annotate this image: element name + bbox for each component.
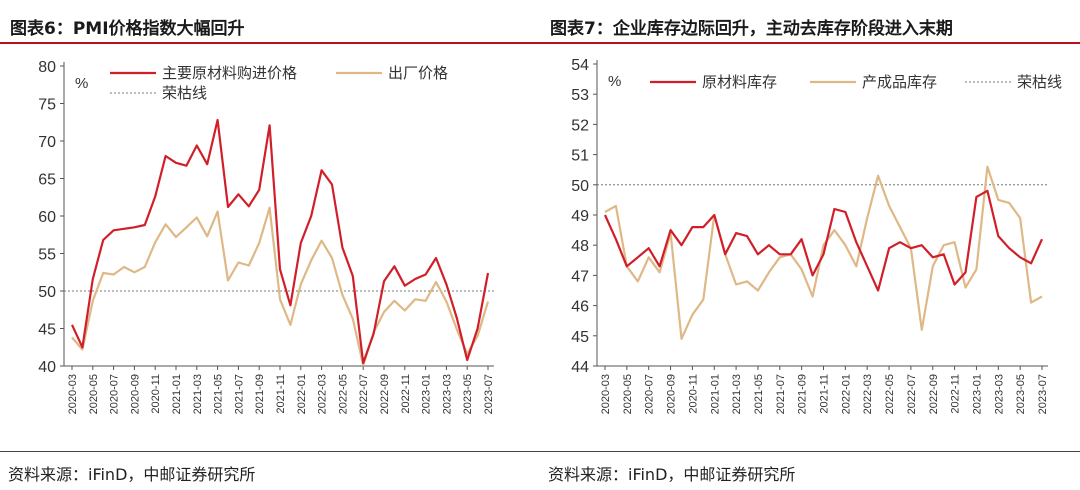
x-tick-label: 2022-07 bbox=[358, 374, 370, 414]
x-tick-label: 2021-01 bbox=[709, 374, 721, 414]
x-tick-label: 2022-01 bbox=[296, 374, 308, 414]
x-tick-label: 2022-01 bbox=[840, 374, 852, 414]
y-tick-label: 80 bbox=[38, 59, 56, 76]
legend-label: 出厂价格 bbox=[388, 65, 448, 82]
unit-label: % bbox=[608, 73, 621, 90]
pmi-price-chart: 40 45 50 55 60 65 70 75 80% 2020-03 2020-05 2020-07… bbox=[38, 59, 495, 414]
y-tick-label: 47 bbox=[571, 268, 589, 285]
x-tick-label: 2021-07 bbox=[775, 374, 787, 414]
x-tick-label: 2021-03 bbox=[731, 374, 743, 414]
x-tick-label: 2023-07 bbox=[1037, 374, 1049, 414]
y-tick-label: 51 bbox=[571, 148, 589, 165]
x-tick-label: 2020-09 bbox=[666, 374, 678, 414]
chart-title-left: 图表6：PMI价格指数大幅回升 bbox=[10, 19, 245, 39]
x-tick-label: 2022-05 bbox=[337, 374, 349, 414]
x-tick-label: 2021-03 bbox=[192, 374, 204, 414]
x-tick-label: 2023-05 bbox=[1015, 374, 1027, 414]
series-line-0 bbox=[71, 118, 490, 365]
unit-label: % bbox=[75, 75, 88, 92]
x-tick-label: 2020-03 bbox=[67, 374, 79, 414]
y-tick-label: 45 bbox=[38, 322, 56, 339]
series-line-1 bbox=[604, 165, 1043, 340]
x-tick-label: 2023-07 bbox=[483, 374, 495, 414]
x-tick-label: 2020-07 bbox=[109, 374, 121, 414]
y-tick-label: 50 bbox=[571, 178, 589, 195]
y-tick-label: 70 bbox=[38, 134, 56, 151]
inventory-chart: 44 45 46 47 48 49 50 51 52 53 54% 2020-03 2020-05 202… bbox=[571, 57, 1062, 414]
source-note-left: 资料来源：iFinD，中邮证券研究所 bbox=[8, 465, 256, 484]
series-line-0 bbox=[603, 189, 1044, 292]
series-line-1 bbox=[71, 206, 490, 367]
x-tick-label: 2021-11 bbox=[819, 374, 831, 414]
title-divider-right bbox=[540, 42, 1080, 44]
x-tick-label: 2022-05 bbox=[884, 374, 896, 414]
x-tick-label: 2021-11 bbox=[275, 374, 287, 414]
y-tick-label: 46 bbox=[571, 299, 589, 316]
x-tick-label: 2020-05 bbox=[622, 374, 634, 414]
x-tick-label: 2020-11 bbox=[150, 374, 162, 414]
y-tick-label: 50 bbox=[38, 284, 56, 301]
y-tick-label: 48 bbox=[571, 238, 589, 255]
x-tick-label: 2021-09 bbox=[797, 374, 809, 414]
chart-panel-right: 图表7：企业库存边际回升，主动去库存阶段进入末期 44 45 46 47 48 49 50 5… bbox=[540, 0, 1080, 490]
x-tick-label: 2022-11 bbox=[950, 374, 962, 414]
x-tick-label: 2022-09 bbox=[928, 374, 940, 414]
chart-panel-left: 图表6：PMI价格指数大幅回升 40 45 50 55 60 65 70 75 80% 2020-… bbox=[0, 19, 540, 484]
x-tick-label: 2020-03 bbox=[600, 374, 612, 414]
y-tick-label: 54 bbox=[571, 57, 589, 74]
x-tick-label: 2020-09 bbox=[129, 374, 141, 414]
y-tick-label: 60 bbox=[38, 209, 56, 226]
footer-divider-right bbox=[540, 451, 1080, 452]
x-tick-label: 2021-09 bbox=[254, 374, 266, 414]
y-tick-label: 49 bbox=[571, 208, 589, 225]
x-tick-label: 2021-05 bbox=[753, 374, 765, 414]
x-tick-label: 2021-05 bbox=[213, 374, 225, 414]
y-tick-label: 53 bbox=[571, 87, 589, 104]
x-tick-label: 2020-05 bbox=[88, 374, 100, 414]
source-note-right: 资料来源：iFinD，中邮证券研究所 bbox=[548, 465, 796, 484]
x-tick-label: 2022-07 bbox=[906, 374, 918, 414]
legend-label: 荣枯线 bbox=[1017, 74, 1062, 91]
x-tick-label: 2021-07 bbox=[233, 374, 245, 414]
x-tick-label: 2020-11 bbox=[687, 374, 699, 414]
chart-title-right: 图表7：企业库存边际回升，主动去库存阶段进入末期 bbox=[550, 19, 953, 39]
y-tick-label: 40 bbox=[38, 359, 56, 376]
x-tick-label: 2023-01 bbox=[971, 374, 983, 414]
legend-label: 产成品库存 bbox=[862, 74, 937, 91]
x-tick-label: 2023-05 bbox=[462, 374, 474, 414]
title-divider-left bbox=[0, 42, 540, 44]
x-tick-label: 2023-03 bbox=[993, 374, 1005, 414]
x-tick-label: 2023-01 bbox=[421, 374, 433, 414]
x-tick-label: 2022-03 bbox=[317, 374, 329, 414]
x-tick-label: 2022-03 bbox=[862, 374, 874, 414]
y-tick-label: 52 bbox=[571, 117, 589, 134]
footer-divider-left bbox=[0, 451, 540, 452]
legend-label: 荣枯线 bbox=[162, 85, 207, 102]
x-tick-label: 2020-07 bbox=[644, 374, 656, 414]
legend-label: 主要原材料购进价格 bbox=[162, 65, 297, 82]
x-tick-label: 2021-01 bbox=[171, 374, 183, 414]
x-tick-label: 2022-11 bbox=[400, 374, 412, 414]
x-tick-label: 2023-03 bbox=[441, 374, 453, 414]
x-tick-label: 2022-09 bbox=[379, 374, 391, 414]
legend-label: 原材料库存 bbox=[702, 74, 777, 91]
y-tick-label: 75 bbox=[38, 97, 56, 114]
y-tick-label: 45 bbox=[571, 329, 589, 346]
y-tick-label: 55 bbox=[38, 247, 56, 264]
y-tick-label: 65 bbox=[38, 172, 56, 189]
y-tick-label: 44 bbox=[571, 359, 589, 376]
